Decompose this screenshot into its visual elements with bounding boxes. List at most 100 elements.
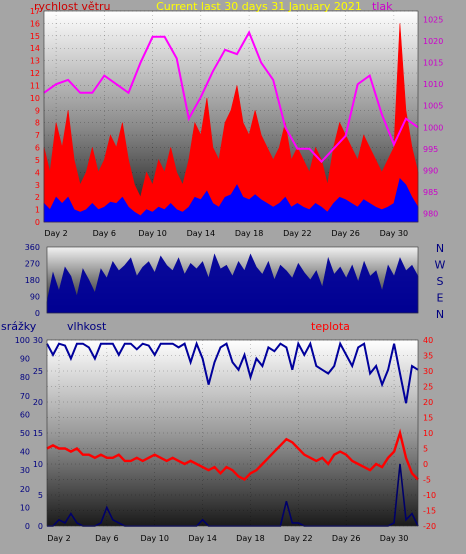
humidity-tick: 90: [20, 355, 30, 364]
rain-tick: 10: [33, 460, 43, 469]
pressure-tick: 1005: [423, 102, 443, 111]
climate-plot-area: [47, 340, 418, 526]
wind-x-tick: Day 10: [138, 229, 167, 238]
compass-label: W: [435, 259, 446, 272]
compass-label: E: [437, 292, 444, 305]
temperature-tick: -15: [423, 507, 436, 516]
rain-tick: 30: [33, 336, 43, 345]
wind-speed-tick: 13: [30, 57, 40, 66]
temperature-tick: 10: [423, 429, 433, 438]
rain-tick: 25: [33, 367, 43, 376]
temperature-tick: -10: [423, 491, 436, 500]
wind-speed-tick: 11: [30, 81, 40, 90]
wind-speed-tick: 7: [35, 131, 40, 140]
wind-blue-area: [43, 177, 419, 223]
climate-x-tick: Day 6: [95, 534, 118, 543]
direction-chart: 0 N 90 E 180 S 270 W 360 N: [25, 242, 446, 321]
pressure-tick: 1015: [423, 59, 443, 68]
wind-x-tick: Day 14: [187, 229, 216, 238]
humidity-tick: 30: [20, 466, 30, 475]
temperature-tick: 5: [423, 445, 428, 454]
humidity-tick: 80: [20, 373, 30, 382]
humidity-line: [46, 340, 419, 404]
climate-x-tick: Day 26: [332, 534, 361, 543]
wind-speed-tick: 6: [35, 144, 40, 153]
wind-speed-tick: 10: [30, 94, 40, 103]
wind-chart: 0123456789101112131415161798098599099510…: [30, 7, 444, 238]
temperature-tick: 30: [423, 367, 433, 376]
wind-x-tick: Day 6: [93, 229, 116, 238]
pressure-tick: 980: [423, 209, 438, 218]
direction-tick: 0: [35, 309, 40, 318]
wind-speed-tick: 16: [30, 19, 40, 28]
direction-plot-frame: [46, 246, 419, 314]
wind-speed-tick: 2: [35, 193, 40, 202]
temperature-tick: 40: [423, 336, 433, 345]
wind-x-tick: Day 30: [380, 229, 409, 238]
humidity-tick: 50: [20, 429, 30, 438]
climate-chart: 0102030405060708090100051015202530-20-15…: [15, 336, 436, 543]
direction-tick: 180: [25, 276, 40, 285]
wind-speed-tick: 5: [35, 156, 40, 165]
direction-tick: 270: [25, 260, 40, 269]
temperature-tick: 15: [423, 414, 433, 423]
pressure-tick: 1025: [423, 16, 443, 25]
wind-speed-tick: 4: [35, 168, 40, 177]
wind-chart-title: Current last 30 days 31 January 2021: [156, 0, 362, 13]
temperature-tick: 20: [423, 398, 433, 407]
wind-speed-tick: 1: [35, 206, 40, 215]
rain-tick: 5: [38, 491, 43, 500]
wind-speed-tick: 8: [35, 119, 40, 128]
wind-x-tick: Day 22: [283, 229, 312, 238]
pressure-tick: 990: [423, 166, 438, 175]
wind-speed-tick: 15: [30, 32, 40, 41]
humidity-tick: 100: [15, 336, 30, 345]
compass-label: S: [437, 275, 444, 288]
wind-speed-tick: 0: [35, 218, 40, 227]
wind-x-tick: Day 18: [235, 229, 264, 238]
rain-axis-label: srážky: [1, 320, 37, 333]
direction-tick: 90: [30, 293, 40, 302]
wind-speed-tick: 17: [30, 7, 40, 16]
rain-tick: 15: [33, 429, 43, 438]
climate-x-tick: Day 18: [236, 534, 265, 543]
climate-plot-frame: [46, 339, 419, 527]
climate-x-tick: Day 10: [140, 534, 169, 543]
direction-tick: 360: [25, 243, 40, 252]
wind-speed-tick: 12: [30, 69, 40, 78]
climate-x-tick: Day 22: [284, 534, 313, 543]
climate-x-tick: Day 2: [47, 534, 70, 543]
wind-direction-area: [46, 253, 419, 314]
climate-x-tick: Day 30: [380, 534, 409, 543]
temperature-tick: -5: [423, 476, 431, 485]
temperature-axis-label: teplota: [311, 320, 350, 333]
humidity-tick: 0: [25, 522, 30, 531]
temperature-tick: 25: [423, 383, 433, 392]
temperature-line: [46, 428, 419, 481]
humidity-axis-label: vlhkost: [67, 320, 107, 333]
wind-speed-tick: 3: [35, 181, 40, 190]
pressure-tick: 1010: [423, 80, 443, 89]
rain-tick: 0: [38, 522, 43, 531]
rain-tick: 20: [33, 398, 43, 407]
wind-speed-area: [43, 23, 419, 223]
wind-x-tick: Day 2: [44, 229, 67, 238]
humidity-tick: 40: [20, 448, 30, 457]
wind-plot-frame: [43, 10, 419, 223]
pressure-tick: 1000: [423, 123, 443, 132]
climate-x-tick: Day 14: [188, 534, 217, 543]
humidity-tick: 70: [20, 392, 30, 401]
temperature-tick: 35: [423, 352, 433, 361]
wind-speed-tick: 14: [30, 44, 40, 53]
pressure-line: [43, 30, 419, 164]
temperature-tick: 0: [423, 460, 428, 469]
pressure-tick: 985: [423, 188, 438, 197]
wind-speed-tick: 9: [35, 106, 40, 115]
pressure-tick: 1020: [423, 37, 443, 46]
humidity-tick: 60: [20, 410, 30, 419]
temperature-tick: -20: [423, 522, 436, 531]
compass-label: N: [436, 308, 444, 321]
humidity-tick: 10: [20, 503, 30, 512]
